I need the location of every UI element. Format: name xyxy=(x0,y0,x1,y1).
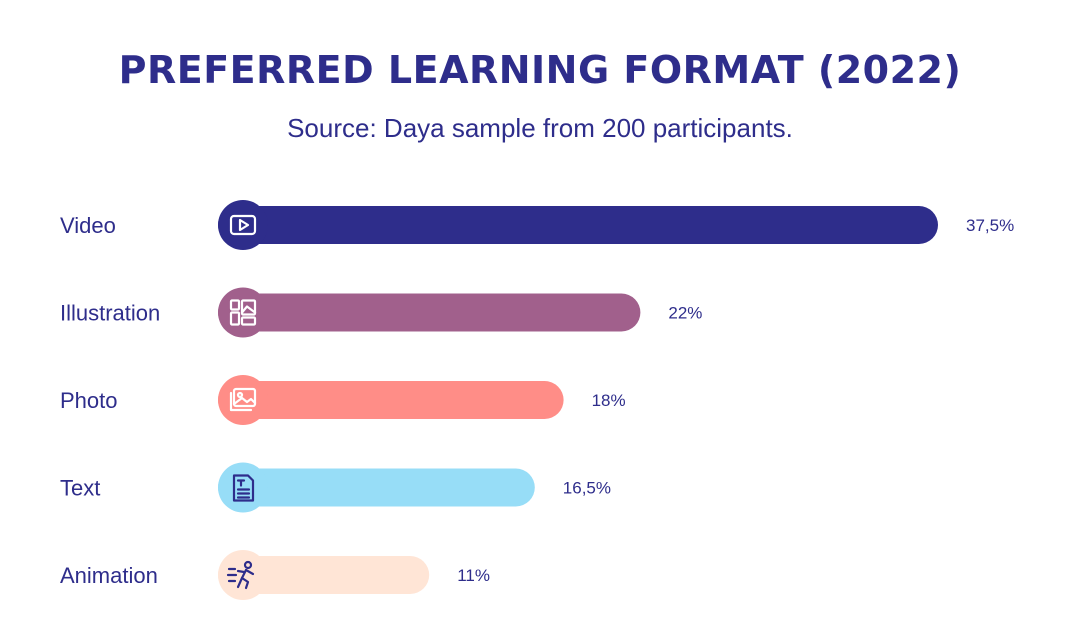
category-label: Text xyxy=(60,476,100,501)
icon-badge xyxy=(218,200,268,250)
category-label: Illustration xyxy=(60,301,160,326)
bar xyxy=(218,556,430,594)
chart-subtitle: Source: Daya sample from 200 participant… xyxy=(287,113,793,143)
chart-title: PREFERRED LEARNING FORMAT (2022) xyxy=(118,48,962,92)
value-label: 18% xyxy=(592,391,626,410)
image-photo-icon xyxy=(229,387,257,412)
category-label: Animation xyxy=(60,563,158,588)
bar-row-illustration: Illustration 22% xyxy=(60,287,702,338)
value-label: 22% xyxy=(668,304,702,323)
bar-row-text: Text 16,5% xyxy=(60,462,611,513)
bar-row-animation: Animation 11% xyxy=(60,550,490,600)
value-label: 16,5% xyxy=(563,479,611,498)
running-figure-icon xyxy=(226,560,255,590)
category-label: Video xyxy=(60,213,116,238)
bar xyxy=(218,468,535,507)
bar-row-photo: Photo 18% xyxy=(60,375,626,425)
category-label: Photo xyxy=(60,388,118,413)
bar xyxy=(218,206,938,244)
icon-badge xyxy=(218,462,268,513)
bar xyxy=(218,381,564,419)
value-label: 11% xyxy=(457,566,490,585)
bar xyxy=(218,293,641,332)
text-document-icon xyxy=(232,474,255,502)
bar-row-video: Video 37,5% xyxy=(60,200,1014,250)
play-video-icon xyxy=(229,214,257,236)
layout-gallery-icon xyxy=(229,299,257,326)
value-label: 37,5% xyxy=(966,216,1014,235)
